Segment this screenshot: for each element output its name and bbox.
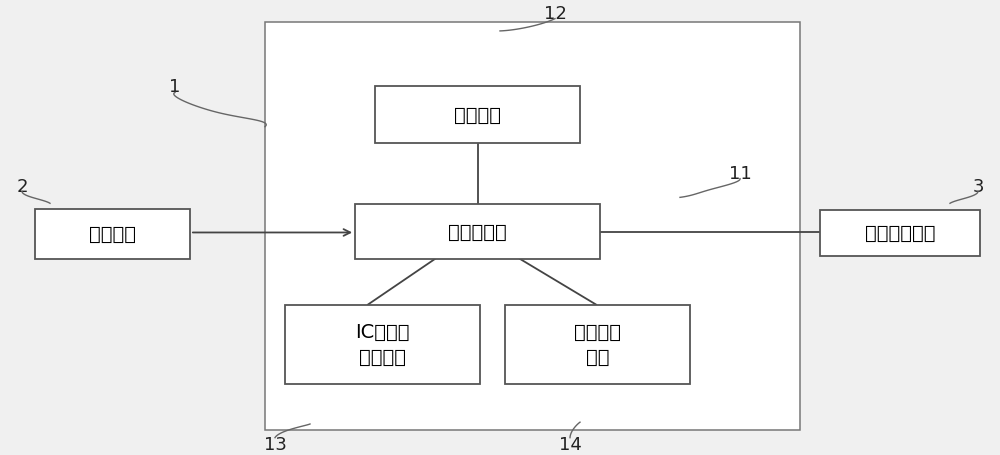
Bar [505, 305, 690, 384]
Text: 13: 13 [264, 435, 286, 453]
Bar [285, 305, 480, 384]
Text: 1: 1 [169, 77, 181, 96]
Text: 11: 11 [729, 165, 751, 183]
Text: 2: 2 [16, 177, 28, 196]
Bar [355, 205, 600, 259]
Text: 3: 3 [972, 177, 984, 196]
Bar [35, 209, 190, 259]
Text: 资金结算
平台: 资金结算 平台 [574, 323, 621, 367]
Bar [265, 23, 800, 430]
Text: 14: 14 [559, 435, 581, 453]
Text: IC卡充值
业务系统: IC卡充值 业务系统 [355, 323, 410, 367]
Text: 12: 12 [544, 5, 566, 23]
Bar [375, 86, 580, 143]
Text: 运营中心: 运营中心 [454, 106, 501, 124]
Text: 云服务平台: 云服务平台 [448, 222, 507, 242]
Text: 自助借还设备: 自助借还设备 [865, 224, 935, 243]
Text: 终端设备: 终端设备 [89, 225, 136, 244]
Bar [820, 211, 980, 256]
